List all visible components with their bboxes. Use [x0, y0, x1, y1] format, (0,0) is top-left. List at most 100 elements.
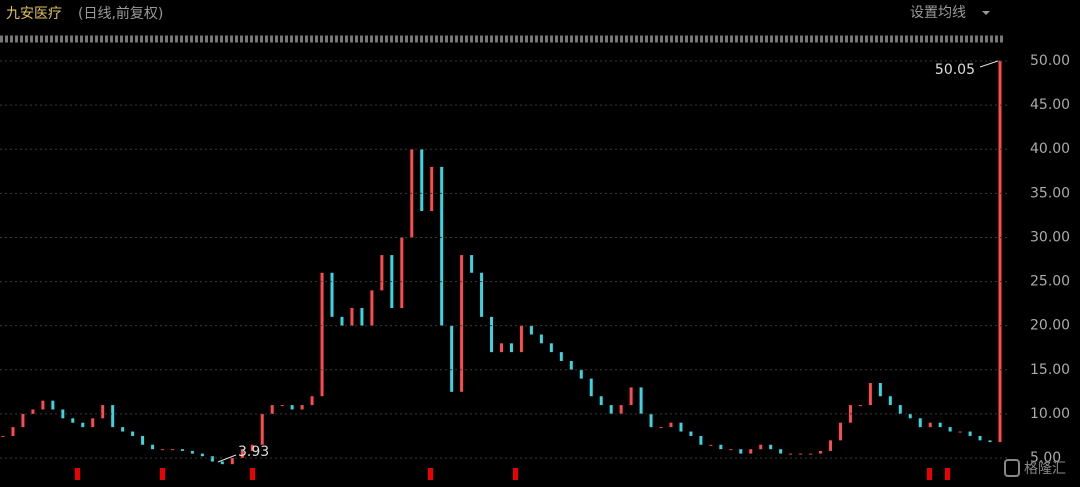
candle [878, 383, 882, 397]
chart-title: 九安医疗 [6, 6, 62, 22]
y-tick-label: 45.00 [1030, 97, 1070, 113]
y-tick-label: 50.00 [1030, 53, 1070, 69]
candle [639, 387, 643, 414]
candle [629, 387, 633, 406]
candle [270, 405, 274, 414]
candle [988, 440, 992, 443]
y-tick-label: 5.00 [1030, 450, 1061, 466]
candle [141, 435, 145, 445]
candle [539, 334, 543, 344]
candle [918, 418, 922, 428]
candle [190, 450, 194, 454]
candle [220, 461, 224, 465]
candle [729, 449, 733, 451]
candle [579, 369, 583, 379]
candle [470, 255, 474, 273]
candle [440, 166, 444, 326]
candle [151, 444, 155, 450]
event-marker [513, 468, 518, 480]
y-tick-label: 40.00 [1030, 141, 1070, 157]
candle [180, 449, 184, 451]
candle [799, 453, 803, 455]
candle [21, 413, 25, 428]
candle [161, 449, 165, 451]
candle [958, 431, 962, 433]
candle [290, 405, 294, 410]
candle [340, 316, 344, 326]
candle [559, 352, 563, 361]
candle [170, 449, 174, 451]
candle [1, 435, 5, 437]
candle [320, 272, 324, 397]
event-marker [945, 468, 950, 480]
candle [858, 405, 862, 407]
candle [330, 272, 334, 317]
candle [11, 427, 15, 436]
y-tick-label: 35.00 [1030, 185, 1070, 201]
candle [230, 458, 234, 465]
candle [91, 418, 95, 428]
chart-subtitle: (日线,前复权) [78, 5, 163, 22]
y-tick-label: 10.00 [1030, 406, 1070, 422]
candle [420, 149, 424, 211]
candle [31, 409, 35, 414]
min-arrow [217, 454, 237, 463]
candle [569, 360, 573, 370]
min-annotation: 3.93 [238, 444, 269, 460]
candle [240, 450, 244, 459]
y-tick-label: 25.00 [1030, 274, 1070, 290]
candle [260, 413, 264, 445]
candle [101, 405, 105, 419]
candle [689, 431, 693, 436]
candle [310, 396, 314, 406]
candle [380, 255, 384, 291]
candle [529, 325, 533, 335]
watermark-logo [1004, 459, 1020, 477]
candle [490, 316, 494, 353]
candle [280, 405, 284, 407]
candle [759, 444, 763, 450]
candle [121, 427, 125, 432]
ma-menu[interactable]: 设置均线 [910, 5, 966, 21]
candle [928, 422, 932, 428]
candle [819, 450, 823, 454]
candle [509, 343, 513, 353]
candle [888, 396, 892, 406]
candle [968, 431, 972, 436]
candle [679, 422, 683, 432]
candle [589, 378, 593, 397]
candle [250, 444, 254, 451]
candle [450, 325, 454, 392]
candle [998, 60, 1002, 443]
candle [719, 444, 723, 450]
watermark: 格隆汇 [1024, 461, 1066, 477]
event-marker [927, 468, 932, 480]
candle [739, 449, 743, 454]
candle [599, 396, 603, 406]
candle [838, 422, 842, 441]
candle [649, 413, 653, 428]
candle [71, 418, 75, 423]
max-annotation: 50.05 [935, 62, 975, 78]
candle [460, 255, 464, 392]
candle [619, 405, 623, 414]
candle [908, 413, 912, 419]
y-tick-label: 15.00 [1030, 362, 1070, 378]
candle [809, 453, 813, 455]
candle [769, 444, 773, 450]
candle [978, 435, 982, 441]
candle [829, 440, 833, 451]
candle [519, 325, 523, 353]
candle [669, 422, 673, 428]
candle [81, 422, 85, 428]
candle [210, 456, 214, 462]
y-tick-label: 30.00 [1030, 229, 1070, 245]
event-marker [75, 468, 80, 480]
candle [699, 435, 703, 445]
candle [131, 431, 135, 436]
candle [749, 449, 753, 454]
event-marker [160, 468, 165, 480]
event-marker [250, 468, 255, 480]
menu-caret [982, 11, 990, 15]
